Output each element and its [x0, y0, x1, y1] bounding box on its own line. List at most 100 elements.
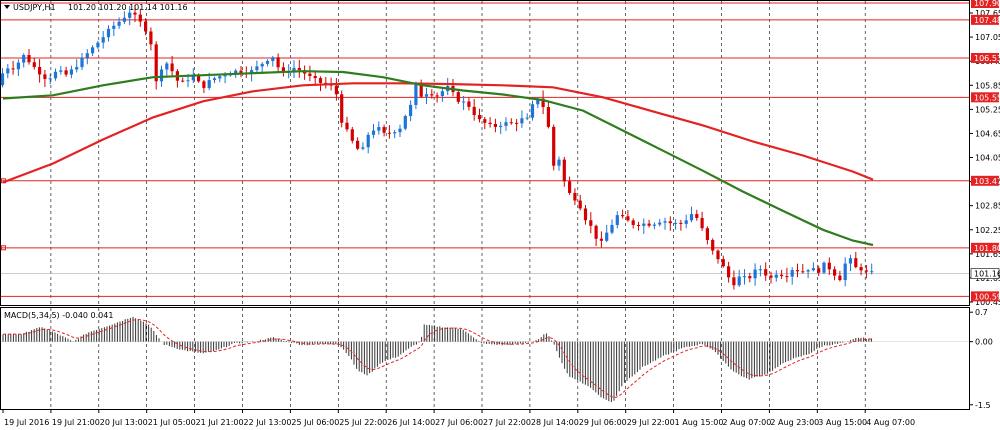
candle-body: [207, 80, 211, 88]
candle-body: [854, 258, 858, 268]
candle-body: [795, 270, 800, 272]
current-price-tag: [970, 268, 1000, 279]
candle-body: [472, 106, 476, 116]
candle-body: [144, 21, 148, 32]
candle-body: [340, 94, 344, 123]
candle-body: [265, 60, 270, 64]
candle-body: [430, 94, 434, 96]
candle-body: [864, 270, 868, 272]
price-tick-label: 101.65: [975, 250, 1000, 259]
candle-body: [239, 70, 243, 74]
candle-body: [32, 62, 36, 68]
time-tick-label: 22 Jul 13:00: [244, 418, 292, 427]
candle-body: [59, 70, 63, 72]
time-tick-label: 4 Aug 07:00: [866, 418, 915, 427]
candle-body: [377, 127, 381, 131]
candle-body: [255, 66, 259, 71]
candle-body: [202, 81, 206, 88]
candle-body: [350, 129, 354, 141]
candle-body: [467, 101, 471, 107]
candle-body: [610, 224, 614, 233]
candle-body: [38, 67, 42, 75]
candle-body: [53, 71, 58, 79]
candle-body: [181, 80, 185, 82]
candle-body: [462, 101, 466, 103]
candle-body: [790, 270, 794, 277]
time-tick-label: 1 Aug 15:00: [675, 418, 724, 427]
time-tick-label: 2 Aug 23:00: [770, 418, 819, 427]
time-tick-label: 29 Jul 06:00: [579, 418, 627, 427]
candle-body: [0, 73, 5, 86]
candle-body: [281, 67, 285, 73]
candle-body: [636, 224, 641, 226]
candle-body: [409, 104, 413, 117]
macd-tick-label: 0.7: [975, 308, 988, 317]
dropdown-triangle-icon[interactable]: [4, 5, 10, 9]
time-tick-label: 28 Jul 14:00: [531, 418, 579, 427]
candle-body: [568, 181, 572, 193]
price-tick-label: 105.25: [975, 105, 1000, 114]
candle-body: [732, 277, 736, 286]
candle-body: [727, 266, 731, 278]
candle-body: [22, 55, 26, 63]
ma-slow-line: [2, 70, 874, 247]
candle-body: [382, 127, 386, 133]
candle-body: [515, 122, 519, 124]
candle-body: [80, 57, 84, 68]
candle-body: [371, 130, 376, 135]
price-tag-label: 107.48: [974, 16, 1000, 25]
price-tick-label: 100.45: [975, 298, 1000, 307]
candle-body: [75, 67, 79, 70]
time-tick-label: 19 Jul 21:00: [52, 418, 100, 427]
candle-body: [387, 132, 391, 134]
candle-body: [318, 78, 323, 83]
macd-signal-line: [2, 319, 872, 399]
candle-body: [11, 68, 15, 70]
ma-fast-line: [2, 82, 874, 184]
price-tag-label: 100.59: [974, 292, 1000, 301]
vertical-grid: [50, 1, 866, 409]
candle-body: [313, 76, 317, 79]
candle-body: [557, 159, 561, 166]
price-tick-label: 102.25: [975, 226, 1000, 235]
candle-body: [615, 215, 619, 225]
candle-body: [212, 78, 217, 81]
candle-body: [414, 83, 418, 105]
time-tick-label: 3 Aug 15:00: [818, 418, 867, 427]
candle-body: [361, 147, 365, 149]
candle-body: [742, 276, 747, 278]
price-tag-label: 103.47: [974, 177, 1000, 186]
candle-body: [848, 258, 853, 264]
candle-body: [154, 44, 158, 82]
candle-body: [780, 274, 784, 277]
candles: [0, 4, 874, 290]
time-tick-label: 27 Jul 06:00: [435, 418, 483, 427]
candle-body: [689, 214, 694, 221]
candle-body: [366, 134, 370, 148]
candle-body: [811, 268, 815, 271]
candle-body: [737, 276, 741, 286]
candle-body: [197, 75, 201, 82]
quote-label: 101.20 101.20 101.14 101.16: [68, 3, 188, 12]
candle-body: [658, 222, 662, 225]
candle-body: [504, 122, 508, 126]
candle-body: [578, 200, 582, 209]
candle-body: [234, 70, 238, 74]
level-marker: [1, 245, 6, 251]
candle-body: [493, 123, 497, 127]
candle-body: [573, 192, 577, 201]
candle-body: [663, 221, 667, 223]
candle-body: [546, 107, 550, 127]
candle-body: [122, 17, 126, 22]
macd-panel: [0, 307, 970, 410]
candle-body: [419, 83, 423, 97]
candle-body: [700, 217, 704, 229]
candle-body: [838, 275, 842, 281]
price-tag: [971, 52, 999, 63]
candle-body: [822, 262, 826, 273]
candle-body: [684, 220, 688, 224]
candle-body: [758, 269, 762, 271]
candle-body: [356, 140, 360, 149]
candle-body: [536, 98, 540, 105]
candle-body: [753, 269, 757, 279]
